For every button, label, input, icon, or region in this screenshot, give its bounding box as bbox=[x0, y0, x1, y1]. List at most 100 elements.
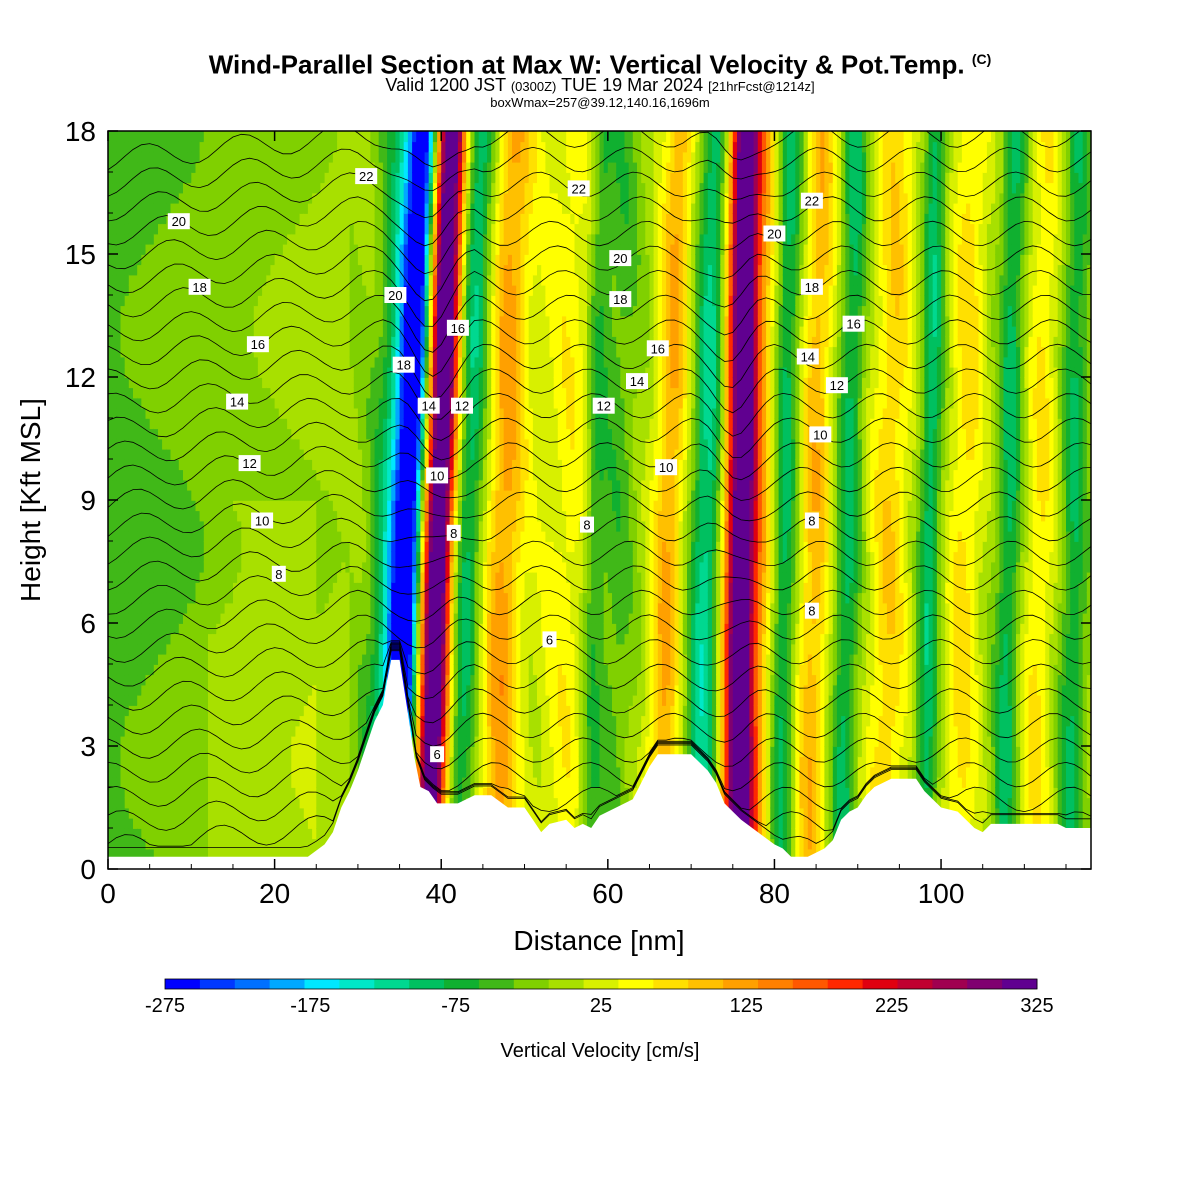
w-cell bbox=[291, 571, 297, 583]
w-cell bbox=[262, 848, 268, 860]
w-cell bbox=[108, 828, 113, 840]
w-cell bbox=[212, 797, 218, 809]
w-cell bbox=[241, 541, 247, 553]
w-cell bbox=[191, 336, 197, 348]
w-cell bbox=[174, 828, 180, 840]
w-cell bbox=[245, 828, 251, 840]
w-cell bbox=[278, 500, 284, 512]
w-cell bbox=[112, 530, 118, 542]
w-cell bbox=[307, 438, 313, 450]
w-cell bbox=[153, 694, 159, 706]
w-cell bbox=[274, 807, 280, 819]
w-cell bbox=[320, 500, 326, 512]
w-cell bbox=[178, 469, 184, 481]
w-cell bbox=[216, 407, 222, 419]
w-cell bbox=[199, 694, 205, 706]
w-cell bbox=[249, 653, 255, 665]
w-cell bbox=[328, 776, 334, 788]
w-cell bbox=[257, 633, 263, 645]
w-cell bbox=[158, 684, 163, 696]
w-cell bbox=[212, 141, 218, 153]
w-cell bbox=[191, 418, 197, 430]
w-cell bbox=[337, 459, 343, 471]
w-cell bbox=[145, 161, 151, 173]
w-cell bbox=[216, 428, 222, 440]
w-cell bbox=[158, 213, 163, 225]
w-cell bbox=[307, 756, 313, 768]
w-cell bbox=[253, 756, 259, 768]
w-cell bbox=[183, 141, 188, 153]
w-cell bbox=[145, 807, 151, 819]
w-cell bbox=[282, 582, 288, 594]
w-cell bbox=[274, 592, 280, 604]
w-cell bbox=[183, 438, 188, 450]
w-cell bbox=[324, 418, 330, 430]
w-cell bbox=[241, 254, 247, 266]
w-cell bbox=[183, 848, 188, 860]
w-cell bbox=[253, 479, 259, 491]
w-cell bbox=[187, 807, 193, 819]
w-cell bbox=[153, 202, 159, 214]
w-cell bbox=[116, 284, 122, 296]
w-cell bbox=[203, 233, 209, 245]
w-cell bbox=[337, 448, 343, 460]
w-cell bbox=[320, 735, 326, 747]
w-cell bbox=[332, 746, 338, 758]
w-cell bbox=[191, 735, 197, 747]
w-cell bbox=[320, 725, 326, 737]
w-cell bbox=[362, 151, 368, 163]
w-cell bbox=[324, 284, 330, 296]
w-cell bbox=[307, 233, 313, 245]
w-cell bbox=[137, 848, 143, 860]
w-cell bbox=[349, 336, 355, 348]
w-cell bbox=[237, 254, 243, 266]
w-cell bbox=[332, 284, 338, 296]
w-cell bbox=[282, 274, 288, 286]
w-cell bbox=[228, 438, 234, 450]
w-cell bbox=[183, 315, 188, 327]
w-cell bbox=[195, 448, 201, 460]
w-cell bbox=[303, 182, 309, 194]
w-cell bbox=[245, 766, 251, 778]
w-cell bbox=[262, 407, 268, 419]
w-cell bbox=[337, 746, 343, 758]
w-cell bbox=[166, 582, 172, 594]
w-cell bbox=[108, 469, 113, 481]
w-cell bbox=[233, 274, 238, 286]
w-cell bbox=[262, 817, 268, 829]
w-cell bbox=[337, 592, 343, 604]
w-cell bbox=[233, 623, 238, 635]
w-cell bbox=[149, 766, 155, 778]
w-cell bbox=[345, 356, 351, 368]
w-cell bbox=[362, 213, 368, 225]
w-cell bbox=[149, 510, 155, 522]
w-cell bbox=[195, 479, 201, 491]
w-cell bbox=[166, 489, 172, 501]
w-cell bbox=[366, 612, 372, 624]
w-cell bbox=[116, 305, 122, 317]
w-cell bbox=[282, 787, 288, 799]
w-cell bbox=[287, 582, 293, 594]
w-cell bbox=[312, 407, 318, 419]
w-cell bbox=[312, 571, 318, 583]
w-cell bbox=[174, 612, 180, 624]
w-cell bbox=[203, 346, 209, 358]
w-cell bbox=[208, 807, 213, 819]
w-cell bbox=[120, 776, 126, 788]
w-cell bbox=[320, 469, 326, 481]
w-cell bbox=[128, 797, 134, 809]
w-cell bbox=[257, 500, 263, 512]
w-cell bbox=[303, 735, 309, 747]
w-cell bbox=[108, 571, 113, 583]
w-cell bbox=[274, 643, 280, 655]
w-cell bbox=[307, 582, 313, 594]
w-cell bbox=[178, 202, 184, 214]
w-cell bbox=[128, 131, 134, 143]
w-cell bbox=[153, 735, 159, 747]
w-cell bbox=[162, 541, 168, 553]
w-cell bbox=[141, 274, 147, 286]
w-cell bbox=[245, 377, 251, 389]
w-cell bbox=[362, 633, 368, 645]
w-cell bbox=[262, 264, 268, 276]
w-cell bbox=[128, 520, 134, 532]
